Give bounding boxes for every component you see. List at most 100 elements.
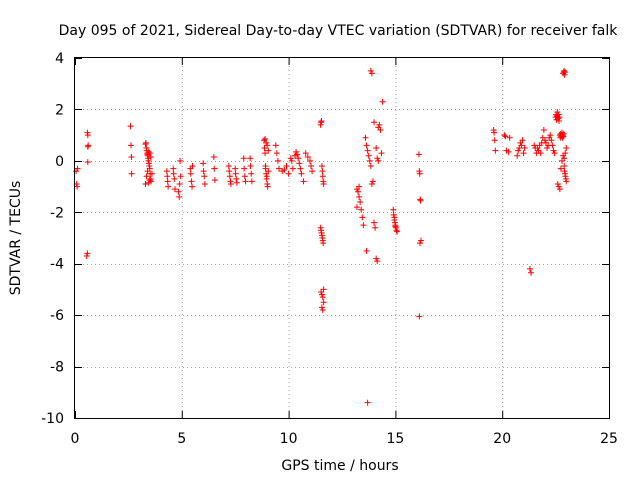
data-point — [210, 154, 217, 160]
data-point — [211, 177, 218, 184]
data-point — [502, 133, 509, 140]
data-point — [416, 313, 423, 320]
data-point — [390, 206, 397, 213]
data-point — [201, 173, 208, 180]
data-point — [318, 291, 325, 298]
data-point — [308, 163, 315, 169]
data-point — [318, 289, 325, 295]
data-point — [274, 157, 281, 164]
data-point — [415, 151, 422, 158]
data-point — [394, 228, 401, 235]
data-point — [187, 170, 194, 177]
data-point — [84, 129, 91, 136]
data-point — [417, 197, 424, 204]
data-point — [227, 181, 234, 187]
data-point — [531, 142, 538, 149]
data-point — [241, 165, 248, 172]
data-point — [390, 211, 397, 218]
data-point — [320, 181, 327, 187]
data-point — [519, 137, 526, 144]
y-tick-label: -10 — [41, 411, 64, 427]
data-point — [189, 163, 196, 169]
data-point — [188, 178, 195, 185]
data-point — [501, 132, 508, 139]
x-tick-label: 20 — [493, 431, 511, 447]
data-point — [264, 142, 271, 149]
data-point — [164, 178, 171, 185]
data-point — [540, 127, 547, 133]
data-point — [554, 181, 561, 187]
data-point — [368, 70, 375, 77]
y-tick-label: -2 — [50, 205, 64, 221]
data-point — [175, 188, 182, 195]
y-tick-label: 2 — [55, 102, 64, 118]
data-point — [371, 219, 378, 226]
data-point — [561, 163, 568, 169]
data-point — [374, 155, 381, 162]
data-point — [176, 193, 183, 200]
data-point — [232, 170, 239, 177]
data-point — [320, 286, 327, 293]
data-point — [264, 183, 271, 190]
data-point — [541, 137, 548, 144]
data-point — [506, 134, 513, 141]
data-point — [143, 173, 150, 180]
data-point — [544, 145, 551, 151]
data-point — [555, 111, 562, 118]
data-point — [285, 170, 292, 177]
data-point — [367, 163, 374, 169]
data-point — [556, 186, 563, 193]
data-point — [294, 151, 301, 158]
data-point — [163, 168, 170, 175]
data-point — [200, 168, 207, 175]
data-point — [376, 121, 383, 128]
y-tick-label: -6 — [50, 308, 64, 324]
data-point — [563, 145, 570, 151]
data-point — [144, 168, 151, 175]
data-point — [297, 165, 304, 172]
data-point — [241, 173, 248, 180]
data-point — [367, 67, 374, 74]
data-point — [265, 147, 272, 154]
data-point — [318, 118, 325, 124]
data-point — [549, 142, 556, 149]
data-point — [189, 183, 196, 190]
data-point — [309, 168, 316, 175]
data-point — [127, 142, 134, 149]
data-point — [128, 154, 135, 160]
data-point — [515, 147, 522, 154]
y-tick-label: 4 — [55, 51, 64, 67]
data-point — [233, 175, 240, 182]
data-point — [528, 269, 535, 276]
data-point — [261, 145, 268, 151]
x-axis-title: GPS time / hours — [281, 458, 398, 474]
data-point — [547, 132, 554, 139]
data-point — [520, 150, 527, 157]
data-point — [302, 150, 309, 157]
data-point — [320, 240, 327, 247]
data-point — [550, 147, 557, 154]
x-tick-label: 15 — [386, 431, 404, 447]
data-point — [247, 163, 254, 169]
data-point — [147, 154, 154, 160]
data-point — [416, 240, 423, 247]
data-point — [240, 155, 247, 162]
data-point — [514, 152, 521, 159]
data-point — [263, 139, 270, 146]
data-point — [560, 130, 567, 137]
x-tick-label: 5 — [177, 431, 186, 447]
data-point — [176, 181, 183, 187]
data-point — [526, 265, 533, 272]
data-point — [295, 155, 302, 162]
data-point — [177, 157, 184, 164]
data-point — [561, 155, 568, 162]
data-point — [369, 178, 376, 185]
data-point — [360, 222, 367, 229]
data-point — [358, 206, 365, 213]
data-point — [356, 183, 363, 190]
data-point — [363, 247, 370, 254]
data-point — [142, 139, 149, 146]
data-point — [377, 127, 384, 133]
data-point — [128, 170, 135, 177]
data-point — [146, 177, 153, 184]
